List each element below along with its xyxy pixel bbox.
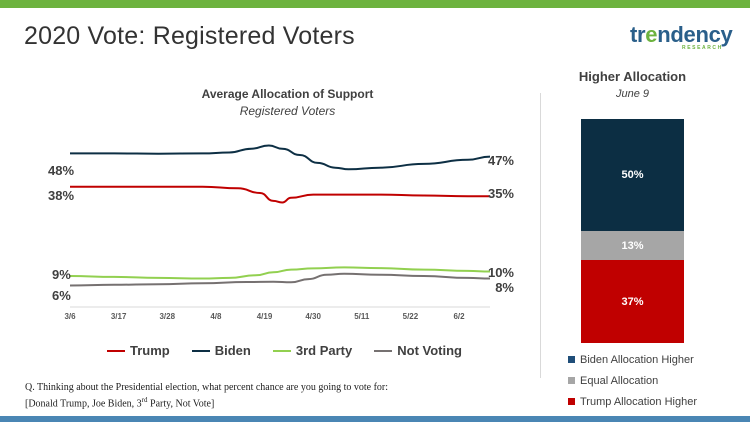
logo-text-tr: tr [630, 22, 646, 47]
x-tick-label: 4/19 [257, 312, 273, 321]
start-label-not-voting: 6% [52, 288, 71, 303]
bar-chart-title: Higher Allocation [578, 69, 687, 84]
stacked-bar: 50% 13% 37% [581, 119, 684, 343]
legend-swatch-biden [191, 349, 210, 352]
bottom-accent-bar [0, 416, 750, 422]
bar-label-biden: 50% [621, 169, 644, 181]
slide-title: 2020 Vote: Registered Voters [24, 22, 355, 50]
x-tick-label: 5/11 [354, 312, 370, 321]
trendency-logo: trendency RESEARCH [630, 22, 733, 54]
legend-label-third-party: 3rd Party [295, 343, 353, 358]
bar-legend-item-biden: Biden Allocation Higher [568, 349, 697, 370]
x-tick-label: 3/28 [159, 312, 175, 321]
end-label-3rd-party: 10% [488, 265, 514, 280]
bar-label-equal: 13% [621, 239, 644, 252]
bar-legend-label-biden: Biden Allocation Higher [580, 353, 694, 366]
legend-item-trump: Trump [107, 343, 170, 358]
bar-legend-swatch-trump [568, 398, 575, 405]
bar-legend-item-equal: Equal Allocation [568, 370, 697, 391]
end-label-trump: 35% [488, 186, 514, 201]
legend-swatch-third-party [272, 349, 291, 352]
bar-chart-subtitle: June 9 [615, 88, 650, 100]
logo-text-ndency: ndency [657, 22, 733, 47]
footnote-line-2-sup: rd [141, 396, 148, 404]
end-label-not-voting: 8% [495, 280, 514, 295]
line-chart-legend: Trump Biden 3rd Party Not Voting [107, 343, 462, 358]
end-label-biden: 47% [488, 153, 514, 168]
bar-legend-label-trump: Trump Allocation Higher [580, 395, 697, 408]
x-tick-label: 6/2 [453, 312, 465, 321]
start-label-biden: 48% [48, 163, 74, 178]
series-line-not-voting [69, 272, 491, 287]
panel-divider [540, 93, 541, 378]
footnote-line-2: [Donald Trump, Joe Biden, 3rd Party, Not… [25, 394, 388, 410]
top-accent-bar [0, 0, 750, 8]
x-tick-label: 4/8 [210, 312, 222, 321]
footnote-line-1: Q. Thinking about the Presidential elect… [25, 382, 389, 393]
legend-label-trump: Trump [130, 343, 170, 358]
line-chart-subtitle: Registered Voters [239, 104, 336, 118]
legend-swatch-not-voting [374, 349, 393, 352]
footnote-line-2-pre: [Donald Trump, Joe Biden, 3 [25, 398, 142, 410]
survey-question-footnote: Q. Thinking about the Presidential elect… [25, 381, 388, 410]
bar-segment-equal: 13% [581, 231, 684, 261]
bar-segment-biden: 50% [581, 119, 684, 231]
start-label-trump: 38% [48, 188, 74, 203]
logo-text-e: e [645, 22, 658, 47]
legend-label-biden: Biden [214, 343, 251, 358]
bar-legend-swatch-biden [568, 356, 575, 363]
series-line-trump [70, 185, 490, 204]
series-line-3rd-party [69, 266, 491, 280]
footnote-line-2-post: Party, Not Vote] [147, 398, 215, 410]
logo-subtitle: RESEARCH [682, 45, 723, 51]
legend-item-biden: Biden [191, 343, 251, 358]
bar-legend-item-trump: Trump Allocation Higher [568, 391, 697, 412]
bar-segment-trump: 37% [581, 260, 684, 343]
legend-swatch-trump [107, 349, 125, 352]
legend-item-third-party: 3rd Party [272, 343, 353, 358]
line-chart-title: Average Allocation of Support [201, 87, 374, 101]
bar-chart-legend: Biden Allocation Higher Equal Allocation… [568, 349, 697, 412]
x-tick-label: 3/6 [64, 312, 76, 321]
bar-legend-swatch-equal [568, 377, 575, 384]
bar-legend-label-equal: Equal Allocation [580, 374, 659, 387]
bar-label-trump: 37% [621, 295, 644, 308]
x-tick-label: 3/17 [111, 312, 127, 321]
start-label-3rd-party: 9% [52, 267, 71, 282]
x-tick-label: 4/30 [305, 312, 321, 321]
x-tick-label: 5/22 [403, 312, 419, 321]
series-line-biden [70, 144, 491, 171]
legend-item-not-voting: Not Voting [374, 343, 462, 358]
legend-label-not-voting: Not Voting [397, 343, 462, 358]
